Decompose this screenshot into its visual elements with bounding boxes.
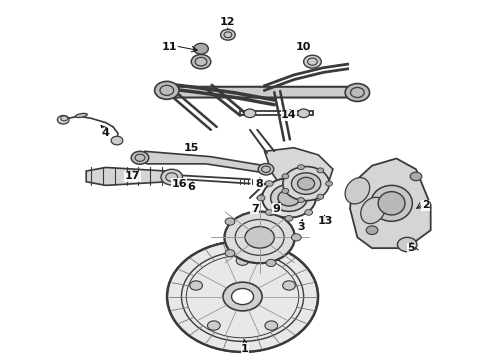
Ellipse shape <box>224 211 295 264</box>
Text: 4: 4 <box>102 129 110 138</box>
Polygon shape <box>167 87 362 98</box>
Circle shape <box>317 194 324 199</box>
Text: 15: 15 <box>184 143 199 153</box>
Circle shape <box>111 136 123 145</box>
Text: 1: 1 <box>241 343 249 354</box>
Circle shape <box>266 259 276 266</box>
Text: 5: 5 <box>407 243 415 253</box>
Text: 7: 7 <box>251 204 259 214</box>
Circle shape <box>326 181 332 186</box>
Ellipse shape <box>167 241 318 352</box>
Circle shape <box>191 54 211 69</box>
Circle shape <box>282 174 289 179</box>
Ellipse shape <box>75 113 87 117</box>
Ellipse shape <box>371 185 413 221</box>
Circle shape <box>220 30 235 40</box>
Circle shape <box>285 216 293 221</box>
Text: 14: 14 <box>281 111 297 121</box>
Circle shape <box>313 195 321 201</box>
Ellipse shape <box>262 178 316 218</box>
Text: 6: 6 <box>187 182 195 192</box>
Circle shape <box>410 172 422 181</box>
Circle shape <box>225 218 235 225</box>
Circle shape <box>366 226 378 234</box>
Circle shape <box>305 210 313 215</box>
Circle shape <box>266 210 273 215</box>
Circle shape <box>194 43 208 54</box>
Circle shape <box>297 198 304 203</box>
Circle shape <box>265 321 278 330</box>
Polygon shape <box>86 167 174 185</box>
Circle shape <box>257 195 265 201</box>
Text: 10: 10 <box>296 42 311 52</box>
Circle shape <box>161 169 182 185</box>
Text: 12: 12 <box>220 17 236 27</box>
Polygon shape <box>265 148 333 191</box>
Ellipse shape <box>223 282 262 311</box>
Text: 3: 3 <box>297 222 305 231</box>
Ellipse shape <box>245 226 274 248</box>
Circle shape <box>190 281 202 290</box>
Ellipse shape <box>297 177 315 190</box>
Circle shape <box>244 109 256 118</box>
Circle shape <box>305 181 313 186</box>
Circle shape <box>258 163 274 175</box>
Ellipse shape <box>196 48 206 52</box>
Text: 13: 13 <box>318 216 333 226</box>
Ellipse shape <box>378 192 405 215</box>
Circle shape <box>304 55 321 68</box>
Circle shape <box>397 237 417 252</box>
Circle shape <box>207 321 220 330</box>
Text: 11: 11 <box>162 42 177 52</box>
Circle shape <box>236 256 249 265</box>
Ellipse shape <box>270 184 307 211</box>
Text: 8: 8 <box>256 179 264 189</box>
Circle shape <box>266 208 276 215</box>
Text: 16: 16 <box>171 179 187 189</box>
Ellipse shape <box>232 288 253 305</box>
Polygon shape <box>138 151 270 173</box>
Circle shape <box>292 234 301 241</box>
Ellipse shape <box>361 197 385 224</box>
Circle shape <box>298 109 310 118</box>
Ellipse shape <box>345 177 369 204</box>
Text: 17: 17 <box>125 171 140 181</box>
Circle shape <box>285 175 293 180</box>
Ellipse shape <box>283 167 329 201</box>
Circle shape <box>155 81 179 99</box>
Circle shape <box>297 165 304 170</box>
Circle shape <box>57 116 69 124</box>
Circle shape <box>225 249 235 257</box>
Ellipse shape <box>278 190 300 206</box>
Text: 2: 2 <box>422 200 430 210</box>
Text: 9: 9 <box>273 204 281 214</box>
Circle shape <box>345 84 369 102</box>
Circle shape <box>282 188 289 193</box>
Circle shape <box>317 168 324 173</box>
Ellipse shape <box>292 173 321 194</box>
Circle shape <box>131 151 149 164</box>
Polygon shape <box>350 158 431 248</box>
Circle shape <box>266 181 273 186</box>
Circle shape <box>283 281 295 290</box>
